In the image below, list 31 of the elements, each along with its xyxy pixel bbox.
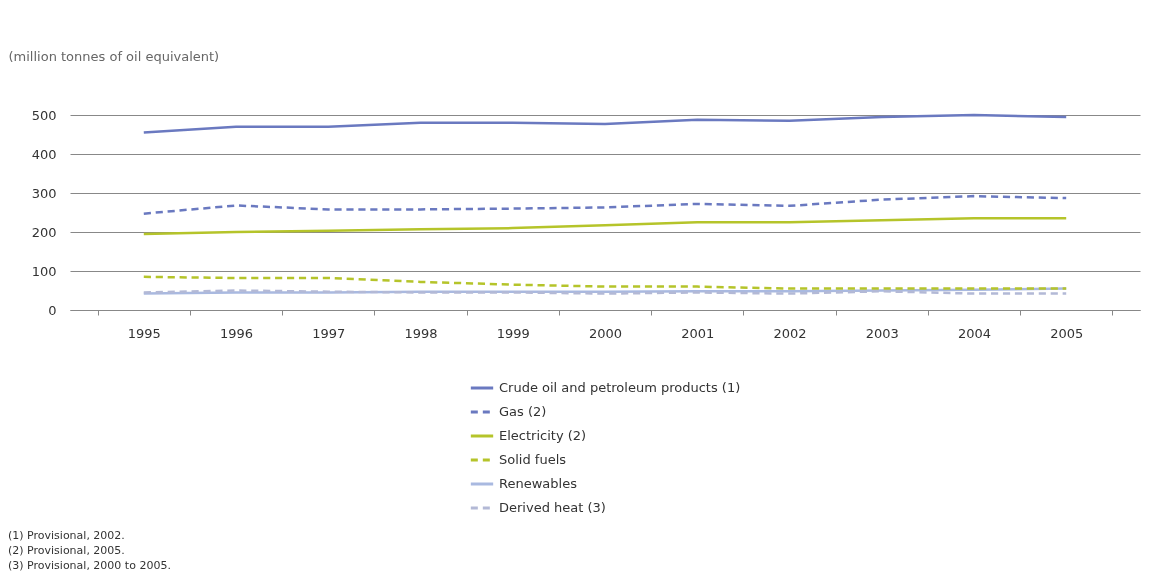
y-tick-label: 300 <box>31 185 57 201</box>
y-tick-label: 200 <box>31 224 57 240</box>
legend-label: Solid fuels <box>499 452 567 467</box>
text: (3) Provisional, 2000 to 2005. <box>8 558 171 573</box>
x-tick-label: 1995 <box>127 325 161 341</box>
legend-label: Renewables <box>499 476 578 491</box>
x-tick-label: 1999 <box>496 325 530 341</box>
legend-label: Derived heat (3) <box>499 500 606 515</box>
text: (1) Provisional, 2002. <box>8 528 126 543</box>
y-axis-title: (million tonnes of oil equivalent) <box>8 48 220 64</box>
y-tick-label: 0 <box>48 302 57 318</box>
x-tick-label: 1996 <box>219 325 254 341</box>
legend-label: Crude oil and petroleum products (1) <box>499 380 741 395</box>
line-series <box>142 194 1068 215</box>
x-tick-label: 2001 <box>681 325 715 341</box>
y-tick-label: 400 <box>31 146 57 162</box>
legend-label: Gas (2) <box>499 404 547 419</box>
y-tick-label: 100 <box>31 263 57 279</box>
text: (2) Provisional, 2005. <box>8 543 126 558</box>
y-tick-label: 500 <box>31 107 57 123</box>
x-tick-label: 2005 <box>1050 325 1084 341</box>
x-tick-label: 2003 <box>865 325 899 341</box>
x-tick-label: 1997 <box>312 325 346 341</box>
x-tick-label: 2002 <box>773 325 807 341</box>
line-series <box>142 275 1068 290</box>
legend-label: Electricity (2) <box>499 428 587 443</box>
line-series <box>142 113 1068 134</box>
x-tick-label: 1998 <box>404 325 438 341</box>
line-series <box>142 217 1068 236</box>
x-tick-label: 2000 <box>588 325 623 341</box>
x-tick-label: 2004 <box>957 325 992 341</box>
